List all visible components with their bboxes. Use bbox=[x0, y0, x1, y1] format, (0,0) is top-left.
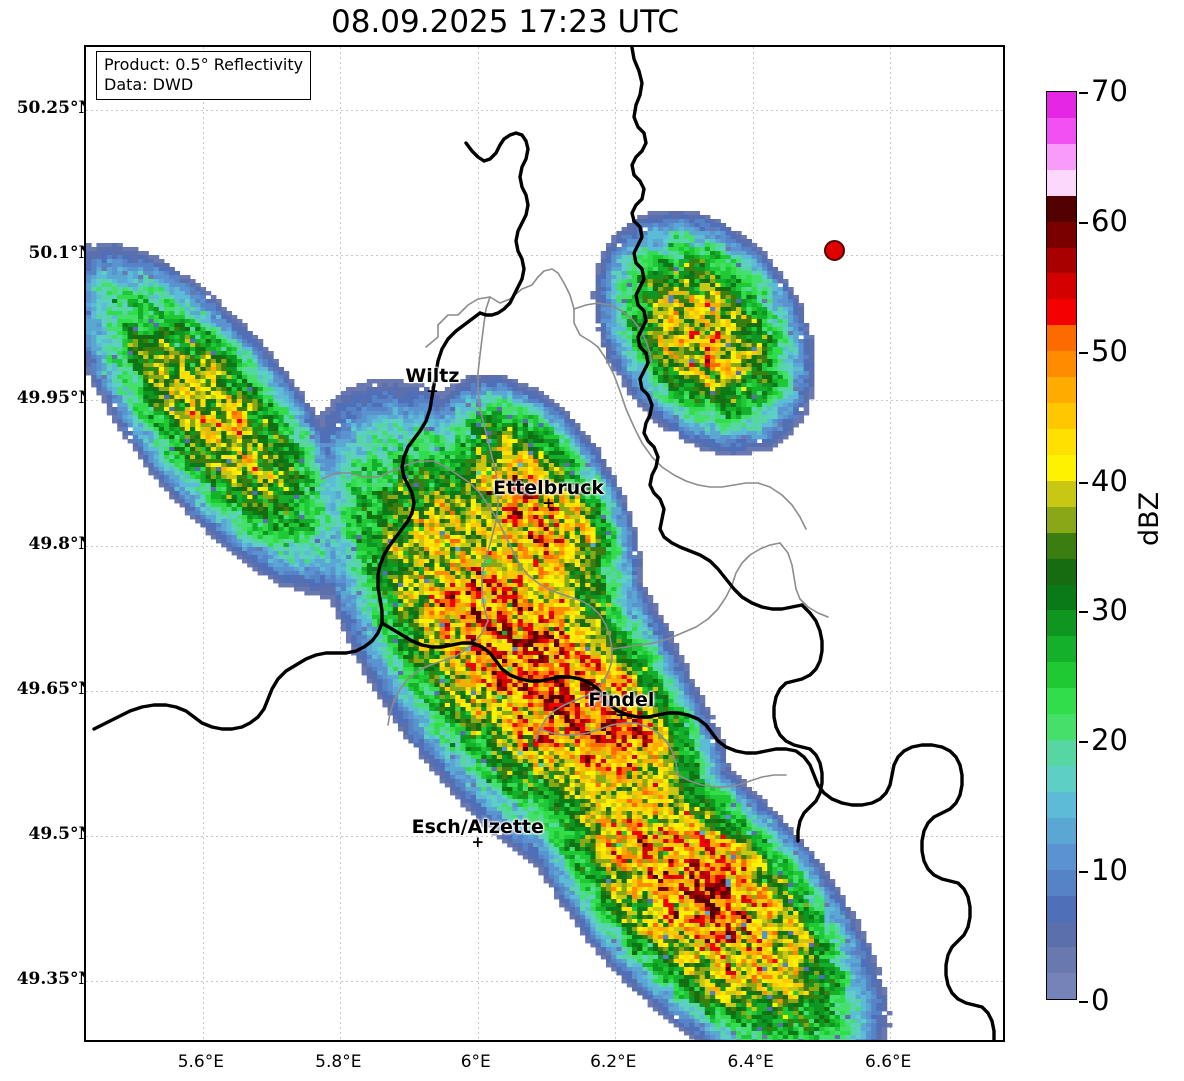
country-borders bbox=[92, 47, 996, 1040]
colorbar-band-11 bbox=[1047, 377, 1076, 404]
city-name: Wiltz bbox=[405, 364, 460, 387]
latitude-tick-4: 49.65°N bbox=[16, 678, 94, 699]
gridline-lon-0 bbox=[202, 47, 204, 1040]
info-product-line: Product: 0.5° Reflectivity bbox=[104, 55, 304, 74]
city-marker-icon: + bbox=[542, 493, 555, 512]
colorbar-band-31 bbox=[1047, 895, 1076, 922]
colorbar-band-9 bbox=[1047, 325, 1076, 352]
colorbar-tick-70: 70 bbox=[1079, 74, 1128, 108]
city-marker-icon: + bbox=[615, 705, 628, 724]
colorbar-tick-30: 30 bbox=[1079, 593, 1128, 627]
colorbar-band-32 bbox=[1047, 921, 1076, 948]
info-data-line: Data: DWD bbox=[104, 75, 194, 94]
city-label-esch-alzette: Esch/Alzette + bbox=[411, 815, 544, 851]
colorbar-band-25 bbox=[1047, 740, 1076, 766]
info-box: Product: 0.5° Reflectivity Data: DWD bbox=[96, 51, 312, 100]
gridline-lon-4 bbox=[752, 47, 754, 1040]
radar-map[interactable]: Wiltz + Ettelbruck + Findel + Esch/Alzette + bbox=[84, 45, 1005, 1042]
colorbar-tick-60: 60 bbox=[1079, 204, 1128, 238]
colorbar-band-18 bbox=[1047, 558, 1076, 585]
latitude-tick-5: 49.5°N bbox=[28, 823, 94, 844]
colorbar-band-5 bbox=[1047, 221, 1076, 248]
colorbar-band-22 bbox=[1047, 662, 1076, 689]
latitude-tick-2: 49.95°N bbox=[16, 388, 94, 409]
longitude-tick-5: 6.6°E bbox=[865, 1052, 912, 1072]
colorbar-band-2 bbox=[1047, 143, 1076, 170]
radar-reflectivity-layer bbox=[86, 211, 893, 1040]
colorbar-tick-50: 50 bbox=[1079, 334, 1128, 368]
colorbar-band-16 bbox=[1047, 506, 1076, 533]
colorbar-band-24 bbox=[1047, 714, 1076, 741]
administrative-borders-layer bbox=[92, 47, 996, 1040]
radar-site-icon bbox=[823, 240, 845, 262]
city-marker-icon: + bbox=[426, 381, 439, 400]
colorbar-band-14 bbox=[1047, 454, 1076, 481]
colorbar-label: dBZ bbox=[1134, 491, 1165, 546]
city-label-ettelbruck: Ettelbruck + bbox=[493, 476, 605, 512]
gridline-lat-0 bbox=[86, 109, 1003, 111]
colorbar-band-19 bbox=[1047, 584, 1076, 611]
colorbar bbox=[1046, 91, 1077, 1000]
colorbar-band-10 bbox=[1047, 351, 1076, 378]
latitude-tick-3: 49.8°N bbox=[28, 533, 94, 554]
longitude-tick-2: 6°E bbox=[460, 1052, 491, 1072]
city-name: Ettelbruck bbox=[493, 476, 605, 499]
city-label-findel: Findel + bbox=[588, 688, 655, 724]
colorbar-tick-10: 10 bbox=[1079, 853, 1128, 887]
colorbar-band-8 bbox=[1047, 299, 1076, 326]
colorbar-band-27 bbox=[1047, 791, 1076, 818]
city-marker-icon: + bbox=[471, 832, 485, 851]
colorbar-band-26 bbox=[1047, 765, 1076, 792]
latitude-tick-0: 50.25°N bbox=[16, 97, 94, 118]
colorbar-band-6 bbox=[1047, 247, 1076, 274]
colorbar-band-0 bbox=[1047, 92, 1076, 118]
colorbar-band-12 bbox=[1047, 403, 1076, 429]
colorbar-band-29 bbox=[1047, 843, 1076, 870]
gridline-lat-1 bbox=[86, 255, 1003, 257]
colorbar-band-4 bbox=[1047, 195, 1076, 222]
colorbar-band-30 bbox=[1047, 869, 1076, 896]
colorbar-band-33 bbox=[1047, 947, 1076, 974]
longitude-tick-3: 6.2°E bbox=[590, 1052, 637, 1072]
colorbar-band-28 bbox=[1047, 817, 1076, 844]
colorbar-band-20 bbox=[1047, 610, 1076, 637]
colorbar-band-17 bbox=[1047, 532, 1076, 559]
colorbar-band-23 bbox=[1047, 688, 1076, 715]
colorbar-band-3 bbox=[1047, 169, 1076, 196]
colorbar-band-21 bbox=[1047, 636, 1076, 663]
city-name: Findel bbox=[588, 688, 655, 711]
gridline-lat-6 bbox=[86, 981, 1003, 983]
city-label-wiltz: Wiltz + bbox=[405, 364, 460, 400]
longitude-tick-1: 5.8°E bbox=[315, 1052, 362, 1072]
city-name: Esch/Alzette bbox=[411, 815, 544, 838]
latitude-tick-1: 50.1°N bbox=[28, 243, 94, 264]
colorbar-tick-40: 40 bbox=[1079, 464, 1128, 498]
page-title: 08.09.2025 17:23 UTC bbox=[331, 4, 679, 40]
district-borders bbox=[321, 268, 829, 788]
longitude-tick-0: 5.6°E bbox=[177, 1052, 224, 1072]
colorbar-tick-0: 0 bbox=[1079, 983, 1109, 1017]
colorbar-tick-20: 20 bbox=[1079, 723, 1128, 757]
colorbar-band-7 bbox=[1047, 273, 1076, 300]
latitude-tick-6: 49.35°N bbox=[16, 969, 94, 990]
longitude-tick-4: 6.4°E bbox=[727, 1052, 774, 1072]
colorbar-band-1 bbox=[1047, 117, 1076, 144]
colorbar-band-34 bbox=[1047, 973, 1076, 999]
gridline-lon-5 bbox=[890, 47, 892, 1040]
colorbar-band-13 bbox=[1047, 428, 1076, 455]
colorbar-band-15 bbox=[1047, 480, 1076, 507]
